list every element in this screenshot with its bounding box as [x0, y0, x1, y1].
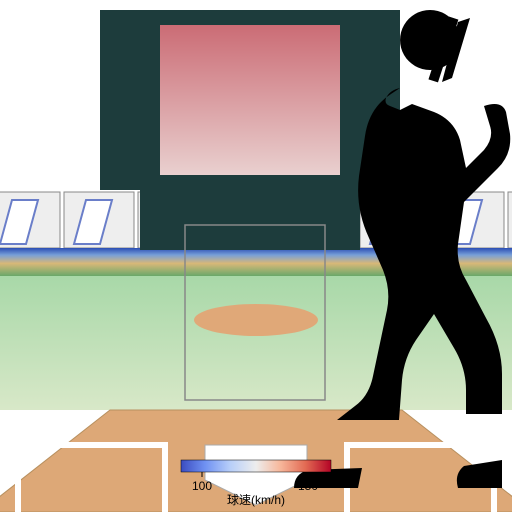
scoreboard-screen	[160, 25, 340, 175]
pitch-location-diagram: 100 150 球速(km/h)	[0, 0, 512, 512]
pitchers-mound	[194, 304, 318, 336]
scoreboard	[100, 10, 400, 250]
speed-tick-150: 150	[298, 479, 318, 493]
speed-label: 球速(km/h)	[227, 493, 285, 507]
scene-svg: 100 150 球速(km/h)	[0, 0, 512, 512]
speed-tick-100: 100	[192, 479, 212, 493]
